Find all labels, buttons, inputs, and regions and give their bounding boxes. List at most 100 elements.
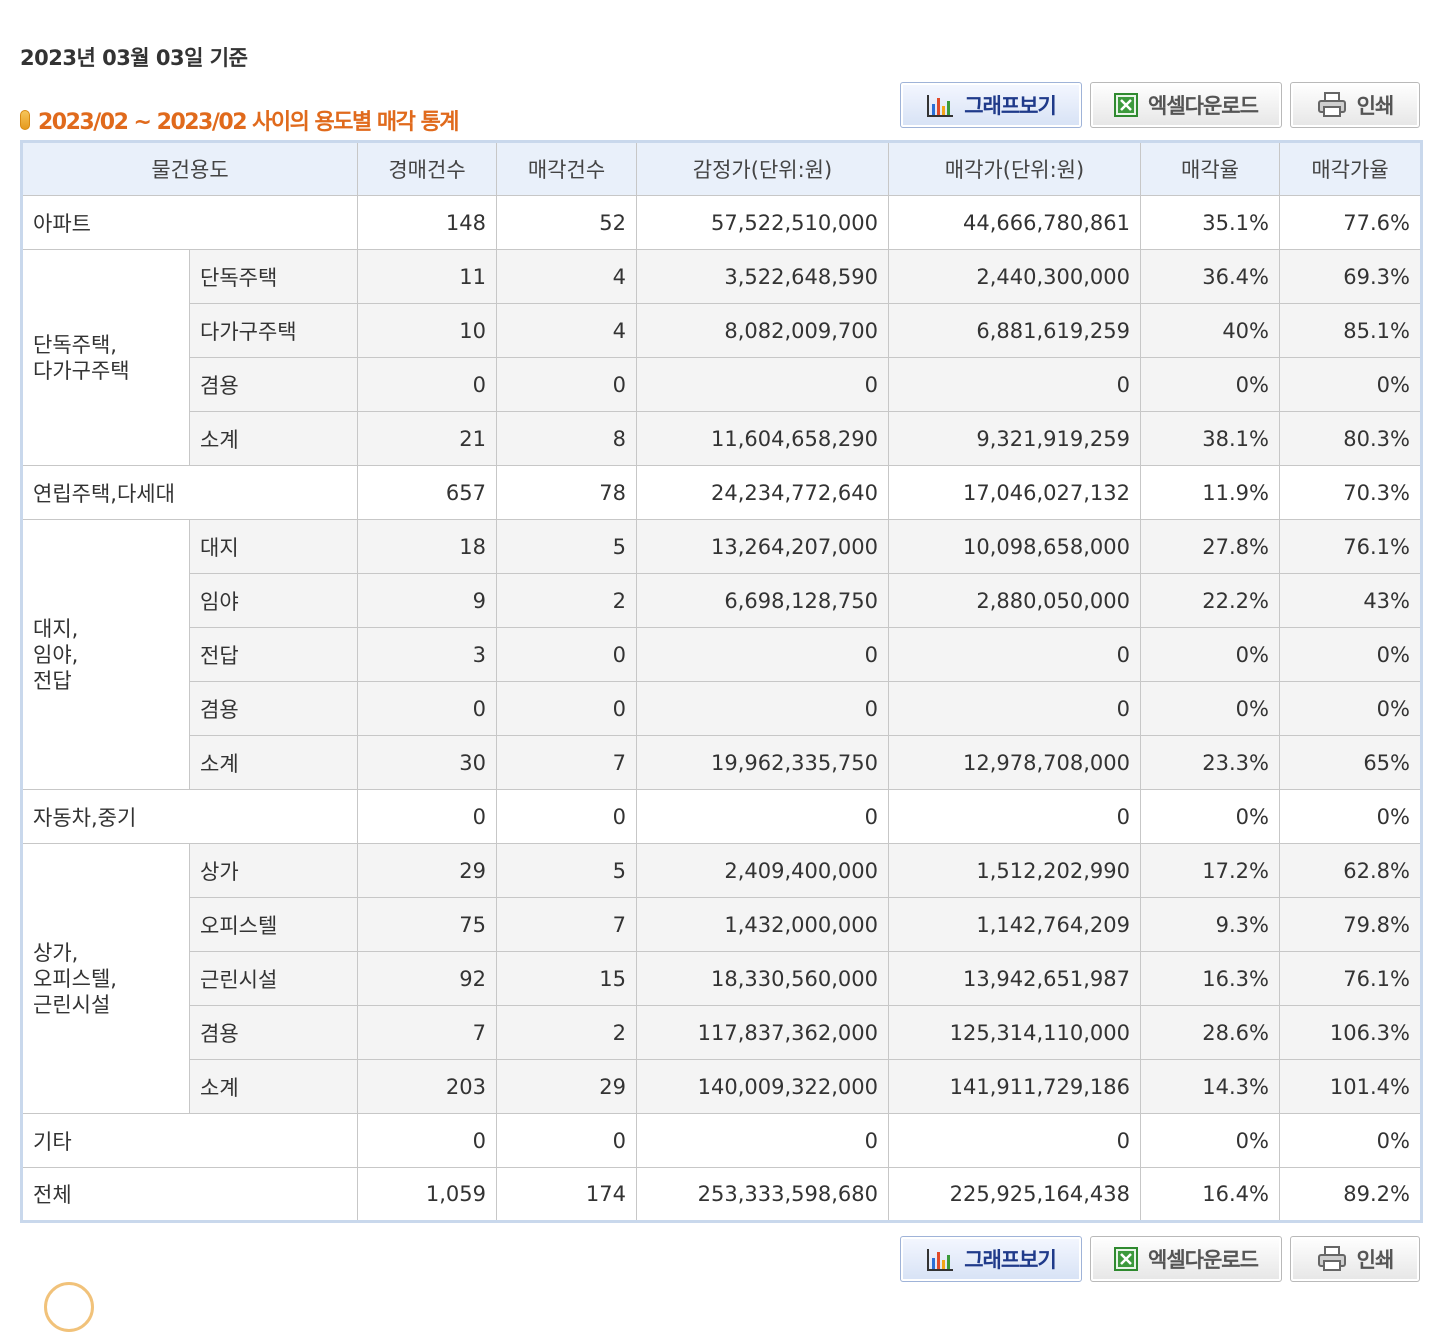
stat-title-text: 2023/02 ~ 2023/02 사이의 용도별 매각 통계 (38, 110, 460, 135)
sale-price-cell: 0 (888, 627, 1141, 682)
usage-category-cell: 연립주택,다세대 (21, 465, 358, 520)
graph-view-button[interactable]: 그래프보기 (900, 1236, 1082, 1282)
graph-view-label: 그래프보기 (964, 1248, 1057, 1272)
sale-price-cell: 0 (888, 357, 1141, 412)
auction-count-cell: 29 (357, 843, 497, 898)
auction-count-cell: 3 (357, 627, 497, 682)
appraisal-cell: 13,264,207,000 (636, 519, 889, 574)
usage-category-cell: 기타 (21, 1113, 358, 1168)
usage-category-cell: 전체 (21, 1167, 358, 1222)
table-row: 겸용 0 0 0 0 0% 0% (22, 357, 1422, 412)
printer-icon (1317, 92, 1347, 118)
sold-count-cell: 0 (496, 681, 637, 736)
usage-group-line: 전답 (33, 668, 72, 693)
table-row: 소계 21 8 11,604,658,290 9,321,919,259 38.1% 80.… (22, 411, 1422, 466)
auction-count-cell: 75 (357, 897, 497, 952)
button-bar-bottom: 그래프보기 엑셀다운로드 인쇄 (900, 1236, 1420, 1282)
base-date: 2023년 03월 03일 기준 (20, 46, 248, 70)
usage-subcategory-cell: 근린시설 (189, 951, 358, 1006)
sale-rate-cell: 36.4% (1140, 249, 1280, 304)
sale-rate-cell: 22.2% (1140, 573, 1280, 628)
col-header-auction-count: 경매건수 (357, 141, 497, 196)
sale-rate-cell: 28.6% (1140, 1005, 1280, 1060)
price-rate-cell: 62.8% (1279, 843, 1422, 898)
auction-count-cell: 0 (357, 681, 497, 736)
usage-subcategory-cell: 상가 (189, 843, 358, 898)
auction-count-cell: 148 (357, 195, 497, 250)
appraisal-cell: 0 (636, 681, 889, 736)
auction-count-cell: 21 (357, 411, 497, 466)
sold-count-cell: 2 (496, 573, 637, 628)
price-rate-cell: 70.3% (1279, 465, 1422, 520)
auction-count-cell: 30 (357, 735, 497, 790)
bullet-icon (20, 110, 30, 130)
graph-view-button[interactable]: 그래프보기 (900, 82, 1082, 128)
sold-count-cell: 78 (496, 465, 637, 520)
sale-price-cell: 9,321,919,259 (888, 411, 1141, 466)
sale-rate-cell: 40% (1140, 303, 1280, 358)
appraisal-cell: 3,522,648,590 (636, 249, 889, 304)
sale-price-cell: 1,512,202,990 (888, 843, 1141, 898)
appraisal-cell: 1,432,000,000 (636, 897, 889, 952)
auction-count-cell: 92 (357, 951, 497, 1006)
usage-subcategory-cell: 겸용 (189, 357, 358, 412)
appraisal-cell: 6,698,128,750 (636, 573, 889, 628)
excel-download-button[interactable]: 엑셀다운로드 (1090, 1236, 1282, 1282)
appraisal-cell: 24,234,772,640 (636, 465, 889, 520)
table-row: 기타 0 0 0 0 0% 0% (21, 1113, 1422, 1168)
sold-count-cell: 4 (496, 249, 637, 304)
print-label: 인쇄 (1356, 94, 1395, 118)
sale-price-cell: 141,911,729,186 (888, 1059, 1141, 1114)
auction-count-cell: 203 (357, 1059, 497, 1114)
price-rate-cell: 0% (1279, 681, 1422, 736)
auction-count-cell: 1,059 (357, 1167, 497, 1222)
print-button[interactable]: 인쇄 (1290, 82, 1420, 128)
sale-rate-cell: 38.1% (1140, 411, 1280, 466)
price-rate-cell: 76.1% (1279, 951, 1422, 1006)
usage-group-cell: 상가, 오피스텔, 근린시설 (21, 843, 190, 1114)
appraisal-cell: 57,522,510,000 (636, 195, 889, 250)
sale-rate-cell: 11.9% (1140, 465, 1280, 520)
excel-icon (1114, 93, 1139, 117)
table-row: 연립주택,다세대 657 78 24,234,772,640 17,046,027,13… (21, 465, 1422, 520)
sold-count-cell: 0 (496, 627, 637, 682)
sold-count-cell: 4 (496, 303, 637, 358)
bar-chart-icon (926, 1246, 954, 1272)
price-rate-cell: 89.2% (1279, 1167, 1422, 1222)
appraisal-cell: 2,409,400,000 (636, 843, 889, 898)
sold-count-cell: 0 (496, 1113, 637, 1168)
price-rate-cell: 85.1% (1279, 303, 1422, 358)
sale-rate-cell: 16.3% (1140, 951, 1280, 1006)
print-button[interactable]: 인쇄 (1290, 1236, 1420, 1282)
usage-subcategory-cell: 소계 (189, 1059, 358, 1114)
auction-count-cell: 18 (357, 519, 497, 574)
table-row: 소계 30 7 19,962,335,750 12,978,708,000 23.3% 65… (22, 735, 1422, 790)
usage-subcategory-cell: 다가구주택 (189, 303, 358, 358)
sold-count-cell: 5 (496, 843, 637, 898)
sale-price-cell: 10,098,658,000 (888, 519, 1141, 574)
sale-rate-cell: 0% (1140, 627, 1280, 682)
excel-download-button[interactable]: 엑셀다운로드 (1090, 82, 1282, 128)
sale-price-cell: 0 (888, 1113, 1141, 1168)
sale-price-cell: 0 (888, 789, 1141, 844)
col-header-sold-count: 매각건수 (496, 141, 637, 196)
price-rate-cell: 0% (1279, 627, 1422, 682)
price-rate-cell: 106.3% (1279, 1005, 1422, 1060)
sold-count-cell: 15 (496, 951, 637, 1006)
col-header-appraisal: 감정가(단위:원) (636, 141, 889, 196)
usage-subcategory-cell: 단독주택 (189, 249, 358, 304)
printer-icon (1317, 1246, 1347, 1272)
table-row: 임야 9 2 6,698,128,750 2,880,050,000 22.2% 43% (22, 573, 1422, 628)
sale-price-cell: 13,942,651,987 (888, 951, 1141, 1006)
sale-price-cell: 44,666,780,861 (888, 195, 1141, 250)
sale-price-cell: 125,314,110,000 (888, 1005, 1141, 1060)
usage-group-cell: 단독주택, 다가구주택 (21, 249, 190, 466)
price-rate-cell: 0% (1279, 789, 1422, 844)
table-row: 겸용 0 0 0 0 0% 0% (22, 681, 1422, 736)
button-bar-top: 그래프보기 엑셀다운로드 인쇄 (900, 82, 1420, 128)
graph-view-label: 그래프보기 (964, 94, 1057, 118)
sold-count-cell: 174 (496, 1167, 637, 1222)
sale-rate-cell: 35.1% (1140, 195, 1280, 250)
table-row: 다가구주택 10 4 8,082,009,700 6,881,619,259 40% 85.… (22, 303, 1422, 358)
table-row: 단독주택, 다가구주택 단독주택 11 4 3,522,648,590 2,440,300,… (21, 249, 1422, 466)
